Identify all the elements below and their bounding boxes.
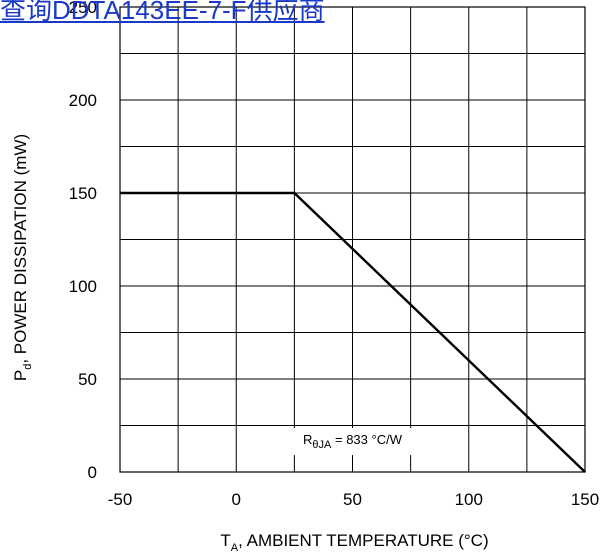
x-tick-label: 150 bbox=[571, 490, 599, 509]
derating-curve bbox=[120, 191, 586, 473]
y-tick-label: 100 bbox=[69, 277, 97, 296]
y-axis-label-main: P bbox=[11, 370, 30, 381]
x-axis-label: TA, AMBIENT TEMPERATURE (°C) bbox=[220, 531, 488, 554]
y-tick-label: 200 bbox=[69, 91, 97, 110]
annotation-sub: θJA bbox=[312, 439, 332, 451]
chart-grid bbox=[120, 7, 585, 472]
y-axis-label-sub: d bbox=[22, 364, 34, 370]
x-tick-label: 100 bbox=[455, 490, 483, 509]
y-tick-labels: 0 50 100 150 200 250 bbox=[69, 0, 97, 482]
y-tick-label: 0 bbox=[88, 463, 97, 482]
y-tick-label: 250 bbox=[69, 0, 97, 17]
x-tick-label: 50 bbox=[343, 490, 362, 509]
datasheet-supplier-link[interactable]: 查询DDTA143EE-7-F供应商 bbox=[0, 0, 325, 25]
series-layer bbox=[120, 191, 586, 473]
x-tick-label: 0 bbox=[232, 490, 241, 509]
y-axis-label-rest: , POWER DISSIPATION (mW) bbox=[11, 134, 30, 364]
y-tick-label: 150 bbox=[69, 184, 97, 203]
y-tick-label: 50 bbox=[78, 370, 97, 389]
x-tick-label: -50 bbox=[108, 490, 133, 509]
annotation-rest: = 833 °C/W bbox=[331, 432, 402, 447]
plot-frame bbox=[119, 6, 586, 473]
annotation-box: RθJA = 833 °C/W bbox=[293, 428, 413, 456]
x-tick-labels: -50 0 50 100 150 bbox=[108, 490, 599, 509]
x-axis-label-sub: A bbox=[231, 542, 239, 554]
x-axis-label-main: T bbox=[220, 531, 230, 550]
annotation-main: R bbox=[303, 432, 312, 447]
annotation-text: RθJA = 833 °C/W bbox=[303, 432, 403, 451]
x-axis-label-rest: , AMBIENT TEMPERATURE (°C) bbox=[238, 531, 489, 550]
y-axis-label: Pd, POWER DISSIPATION (mW) bbox=[11, 134, 34, 381]
